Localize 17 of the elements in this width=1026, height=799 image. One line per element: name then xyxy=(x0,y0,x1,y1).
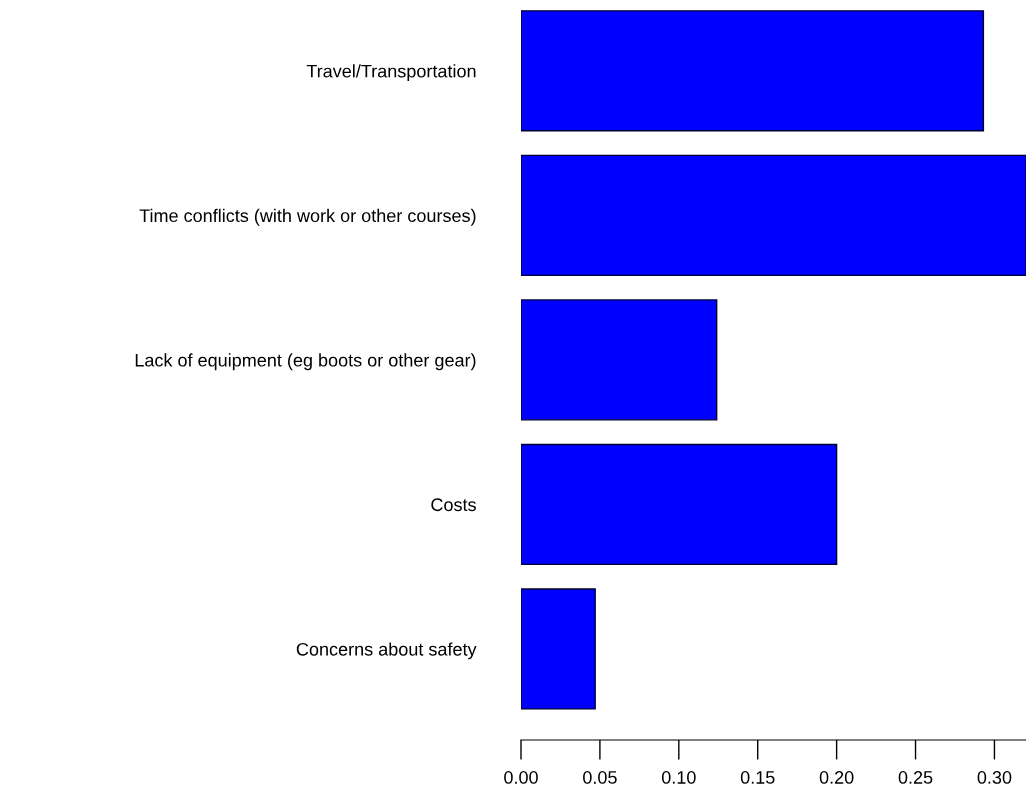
x-tick-label: 0.30 xyxy=(977,771,1012,784)
bar xyxy=(521,154,1026,277)
bar xyxy=(521,299,718,421)
x-tick-label: 0.00 xyxy=(504,771,538,784)
bar xyxy=(521,10,985,132)
y-tick-label: Concerns about safety xyxy=(296,642,477,660)
y-tick-label: Time conflicts (with work or other courses) xyxy=(139,208,476,226)
y-tick-label: Travel/Transportation xyxy=(306,64,476,82)
x-tick-label: 0.20 xyxy=(819,771,854,784)
x-tick-label: 0.05 xyxy=(583,771,617,784)
x-tick-label: 0.25 xyxy=(898,771,933,784)
bar xyxy=(521,588,596,710)
x-tick-label: 0.15 xyxy=(740,771,775,784)
y-tick-label: Costs xyxy=(431,498,476,512)
x-tick-label: 0.10 xyxy=(661,771,696,784)
bar xyxy=(521,443,838,566)
y-tick-label: Lack of equipment (eg boots or other gear) xyxy=(135,353,476,371)
